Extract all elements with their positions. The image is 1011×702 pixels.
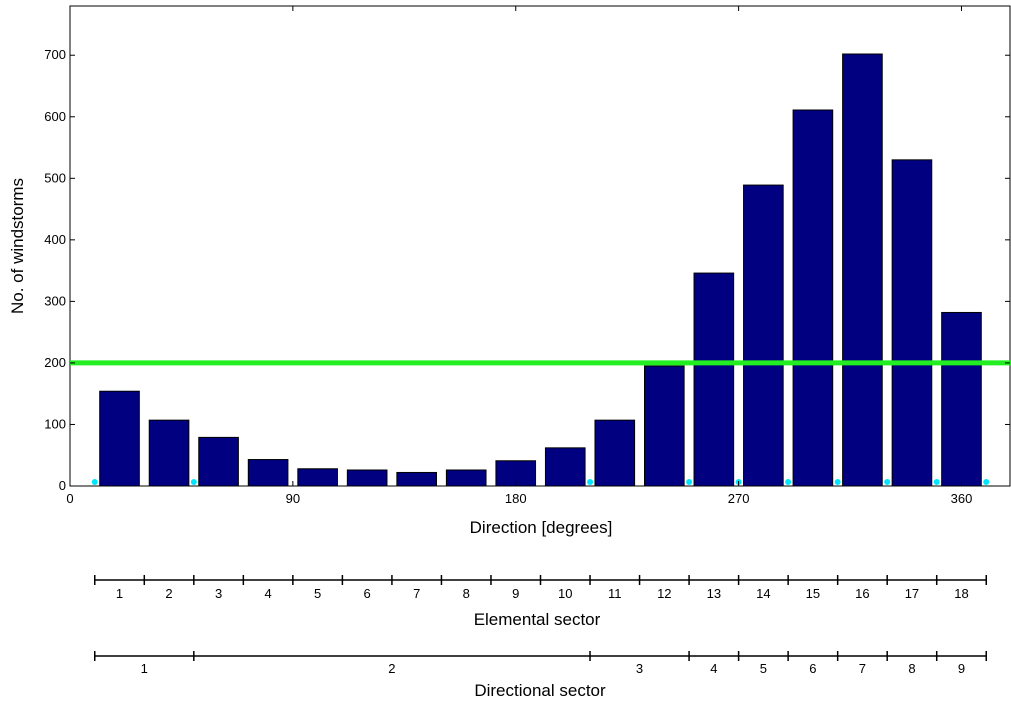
bar-7 bbox=[396, 471, 437, 487]
y-tick-label-500: 500 bbox=[44, 170, 66, 185]
x-tick-label-270: 270 bbox=[728, 491, 750, 506]
elemental-sector-title: Elemental sector bbox=[474, 610, 601, 629]
bar-2 bbox=[148, 419, 190, 487]
x-axis-title: Direction [degrees] bbox=[470, 518, 613, 537]
bar-1 bbox=[99, 390, 140, 487]
x-tick-label-0: 0 bbox=[66, 491, 73, 506]
bar-15 bbox=[792, 109, 834, 487]
bar-12 bbox=[644, 365, 685, 487]
bar-6 bbox=[346, 469, 388, 487]
directional-sector-label-2: 2 bbox=[388, 661, 395, 676]
directional-sector-title: Directional sector bbox=[474, 681, 606, 700]
bar-17 bbox=[891, 159, 933, 487]
x-tick-label-90: 90 bbox=[286, 491, 300, 506]
plot-area: 0 90 180 270 360 0 100 200 300 400 500 600 700 bbox=[44, 5, 1011, 506]
directional-sector-scale: 1 2 3 4 5 6 7 8 9 bbox=[94, 651, 987, 676]
baseline-marker-4 bbox=[686, 479, 693, 485]
elemental-sector-label-2: 2 bbox=[165, 586, 172, 601]
elemental-sector-label-11: 11 bbox=[608, 586, 622, 601]
elemental-sector-label-9: 9 bbox=[512, 586, 519, 601]
bar-5 bbox=[297, 468, 338, 487]
bar-16 bbox=[842, 53, 883, 487]
baseline-marker-6 bbox=[785, 479, 792, 485]
elemental-sector-label-12: 12 bbox=[657, 586, 671, 601]
elemental-sector-label-8: 8 bbox=[463, 586, 470, 601]
bar-13 bbox=[693, 272, 735, 487]
elemental-sector-label-5: 5 bbox=[314, 586, 321, 601]
elemental-sector-label-10: 10 bbox=[558, 586, 572, 601]
bars bbox=[99, 53, 982, 487]
y-tick-label-700: 700 bbox=[44, 47, 66, 62]
x-tick-label-360: 360 bbox=[951, 491, 973, 506]
bar-14 bbox=[743, 184, 784, 487]
y-axis: 0 100 200 300 400 500 600 700 bbox=[44, 47, 1010, 493]
directional-sector-label-9: 9 bbox=[958, 661, 965, 676]
elemental-sector-label-4: 4 bbox=[264, 586, 271, 601]
y-tick-label-200: 200 bbox=[44, 355, 66, 370]
directional-sector-label-5: 5 bbox=[760, 661, 767, 676]
bar-4 bbox=[247, 459, 289, 487]
elemental-sector-label-13: 13 bbox=[707, 586, 721, 601]
elemental-sector-label-15: 15 bbox=[806, 586, 820, 601]
elemental-sector-label-17: 17 bbox=[905, 586, 919, 601]
directional-sector-label-7: 7 bbox=[859, 661, 866, 676]
bar-8 bbox=[445, 469, 487, 487]
elemental-sector-label-7: 7 bbox=[413, 586, 420, 601]
baseline-marker-1 bbox=[91, 479, 98, 485]
directional-sector-label-6: 6 bbox=[809, 661, 816, 676]
bar-10 bbox=[544, 447, 586, 487]
elemental-sector-label-6: 6 bbox=[364, 586, 371, 601]
directional-sector-label-3: 3 bbox=[636, 661, 643, 676]
bar-18 bbox=[941, 311, 982, 487]
bar-11 bbox=[594, 419, 636, 487]
elemental-sector-label-14: 14 bbox=[756, 586, 770, 601]
directional-sector-label-4: 4 bbox=[710, 661, 717, 676]
y-tick-label-600: 600 bbox=[44, 109, 66, 124]
plot-frame bbox=[69, 5, 1011, 487]
y-tick-label-400: 400 bbox=[44, 232, 66, 247]
elemental-sector-label-18: 18 bbox=[954, 586, 968, 601]
directional-sector-label-8: 8 bbox=[908, 661, 915, 676]
elemental-sector-label-1: 1 bbox=[116, 586, 123, 601]
baseline-marker-10 bbox=[983, 479, 990, 485]
x-tick-label-180: 180 bbox=[505, 491, 527, 506]
elemental-sector-label-3: 3 bbox=[215, 586, 222, 601]
baseline-marker-7 bbox=[834, 479, 841, 485]
x-axis: 0 90 180 270 360 bbox=[66, 6, 972, 506]
bar-3 bbox=[198, 436, 239, 487]
elemental-sector-label-16: 16 bbox=[855, 586, 869, 601]
baseline-marker-3 bbox=[587, 479, 594, 485]
y-axis-title: No. of windstorms bbox=[8, 178, 27, 314]
baseline-marker-9 bbox=[933, 479, 940, 485]
directional-sector-label-1: 1 bbox=[141, 661, 148, 676]
elemental-sector-scale: 1 2 3 4 5 6 7 8 9 10 11 12 13 14 15 16 17 18 bbox=[94, 575, 987, 601]
y-tick-label-100: 100 bbox=[44, 416, 66, 431]
baseline-marker-8 bbox=[884, 479, 891, 485]
y-tick-label-300: 300 bbox=[44, 293, 66, 308]
y-tick-label-0: 0 bbox=[59, 478, 66, 493]
baseline-marker-2 bbox=[190, 479, 197, 485]
